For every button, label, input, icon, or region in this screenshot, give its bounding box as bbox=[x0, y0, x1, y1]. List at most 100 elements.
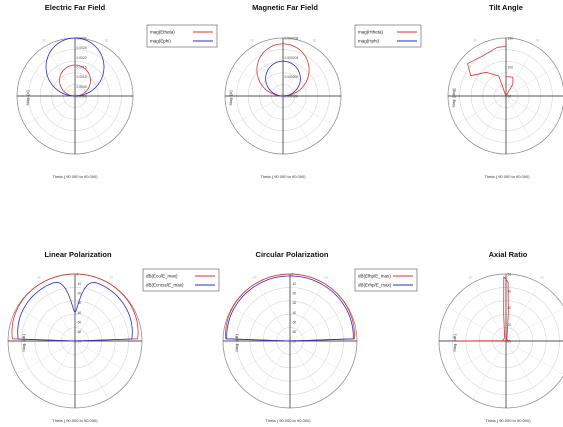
legend: dB(Eco/E_max) dB(Ecross/E_max) bbox=[142, 268, 220, 292]
legend-box bbox=[142, 268, 220, 292]
grid-spoke bbox=[505, 340, 563, 375]
radial-tick-label: -20 bbox=[292, 292, 297, 296]
radial-tick-label: 0.0025 bbox=[77, 46, 87, 50]
grid-spoke bbox=[253, 95, 284, 147]
legend-box bbox=[354, 268, 418, 292]
y-axis-label: Mag. [dB] bbox=[452, 334, 457, 351]
grid-spoke bbox=[455, 95, 507, 126]
series-line-1 bbox=[11, 273, 139, 342]
grid-spoke bbox=[231, 307, 291, 342]
grid-spoke bbox=[476, 95, 507, 147]
grid-spoke bbox=[289, 307, 349, 342]
radial-tick-label: 100 bbox=[508, 66, 514, 70]
series-line-2 bbox=[226, 275, 354, 342]
radial-tick-label: -20 bbox=[77, 292, 82, 296]
polar-chart-4: -30 30 0 -10 -20 -30 -40 -50 -60 -70 Linear Polari… bbox=[7, 250, 220, 423]
radial-tick-label: 0.000006 bbox=[285, 37, 299, 41]
grid-spoke bbox=[41, 282, 76, 342]
radial-tick-label: -60 bbox=[77, 330, 82, 334]
radial-tick-label: -30 bbox=[292, 301, 297, 305]
legend: mag(Htheta) mag(Hphi) bbox=[354, 24, 422, 48]
grid-spoke bbox=[45, 45, 76, 97]
grid-spoke bbox=[472, 340, 507, 400]
grid-spoke bbox=[74, 45, 105, 97]
radial-tick-label: 0.0010 bbox=[77, 75, 87, 79]
x-axis-label: Theta ( 90.000 to 90.000) bbox=[52, 174, 98, 179]
legend-entry-label: dB(Elhp/E_max) bbox=[358, 274, 391, 279]
radial-tick-label: 0.0000 bbox=[77, 95, 87, 99]
y-axis-label: Mag. [dB] bbox=[21, 334, 26, 351]
x-axis-label: Theta ( 90.000 to 90.000) bbox=[484, 174, 530, 179]
radial-tick-label: 150 bbox=[508, 37, 514, 41]
grid-spoke bbox=[45, 95, 76, 147]
series-line-2 bbox=[45, 37, 105, 97]
polar-chart-6: -30 30 50 40 30 20 10 Axial Ratio Theta ( 90.000… bbox=[438, 250, 563, 423]
radial-tick-label: 10 bbox=[508, 340, 512, 344]
angle-tick-label: -30 bbox=[472, 38, 477, 42]
angle-tick-label: -30 bbox=[37, 276, 42, 280]
angle-tick-label: 30 bbox=[313, 38, 317, 42]
grid-spoke bbox=[282, 95, 334, 126]
grid-spoke bbox=[282, 45, 313, 97]
grid-spoke bbox=[505, 340, 540, 400]
chart-title: Magnetic Far Field bbox=[252, 3, 318, 12]
grid-spoke bbox=[16, 340, 76, 375]
chart-title: Linear Polarization bbox=[44, 250, 112, 259]
polar-chart-5: -30 30 0 -10 -20 -30 -40 -50 -60 -70 Circular Pola… bbox=[222, 250, 418, 423]
series-line-2 bbox=[17, 282, 133, 342]
grid-spoke bbox=[289, 282, 324, 342]
legend-box bbox=[354, 24, 422, 48]
legend-entry-label: mag(Hphi) bbox=[358, 39, 380, 44]
grid-spoke bbox=[476, 45, 507, 97]
grid-spoke bbox=[232, 66, 284, 97]
grid-spoke bbox=[505, 95, 536, 147]
grid-spoke bbox=[256, 282, 291, 342]
polar-chart-1: -30 300.00300.00250.00200.00150.00100.000… bbox=[16, 3, 218, 179]
series-line-1 bbox=[467, 46, 514, 97]
chart-title: Axial Ratio bbox=[489, 250, 528, 259]
y-axis-label: Mag. [V] bbox=[25, 91, 30, 106]
radial-tick-label: -10 bbox=[77, 282, 82, 286]
grid-spoke bbox=[74, 340, 134, 375]
legend-entry-label: dB(Ecross/E_max) bbox=[146, 283, 184, 288]
y-axis-label: Mag. [deg] bbox=[451, 89, 456, 108]
y-axis-label: Mag. [A] bbox=[228, 91, 233, 106]
radial-tick-label: -40 bbox=[292, 311, 297, 315]
legend-entry-label: mag(Htheta) bbox=[358, 30, 384, 35]
radial-tick-label: 0.0005 bbox=[77, 85, 87, 89]
series-line-1 bbox=[59, 64, 91, 97]
grid-spoke bbox=[231, 340, 291, 375]
polar-chart-3: -30 30 150 100 50 Tilt Angle Theta ( 90.000 to… bbox=[447, 3, 563, 179]
radial-tick-label: 50 bbox=[508, 273, 512, 277]
grid-spoke bbox=[289, 340, 324, 400]
grid-spoke bbox=[232, 95, 284, 126]
angle-tick-label: 30 bbox=[540, 276, 544, 280]
radial-tick-label: -10 bbox=[292, 282, 297, 286]
radial-tick-label: 20 bbox=[508, 323, 512, 327]
grid-spoke bbox=[472, 282, 507, 342]
radial-tick-label: 40 bbox=[508, 289, 512, 293]
grid-spoke bbox=[16, 307, 76, 342]
grid-spoke bbox=[505, 95, 557, 126]
x-axis-label: Theta ( 90.000 to 90.000) bbox=[265, 418, 311, 423]
angle-tick-label: -30 bbox=[468, 276, 473, 280]
radial-tick-label: -30 bbox=[77, 301, 82, 305]
grid-spoke bbox=[505, 307, 563, 342]
x-axis-label: Theta ( 90.000 to 90.000) bbox=[52, 418, 98, 423]
radial-tick-label: -40 bbox=[77, 311, 82, 315]
legend-box bbox=[146, 24, 218, 48]
legend-entry-label: dB(Erhp/E_max) bbox=[358, 283, 392, 288]
radial-tick-label: -60 bbox=[292, 330, 297, 334]
grid-spoke bbox=[505, 66, 557, 97]
radial-tick-label: -70 bbox=[292, 340, 297, 344]
radial-tick-label: 0.000002 bbox=[285, 75, 299, 79]
grid-spoke bbox=[24, 95, 76, 126]
radial-tick-label: -50 bbox=[77, 320, 82, 324]
grid-spoke bbox=[505, 282, 540, 342]
grid-spoke bbox=[447, 340, 507, 375]
radial-tick-label: -50 bbox=[292, 320, 297, 324]
angle-tick-label: 30 bbox=[536, 38, 540, 42]
grid-spoke bbox=[455, 66, 507, 97]
chart-title: Tilt Angle bbox=[489, 3, 523, 12]
legend-entry-label: dB(Eco/E_max) bbox=[146, 274, 178, 279]
